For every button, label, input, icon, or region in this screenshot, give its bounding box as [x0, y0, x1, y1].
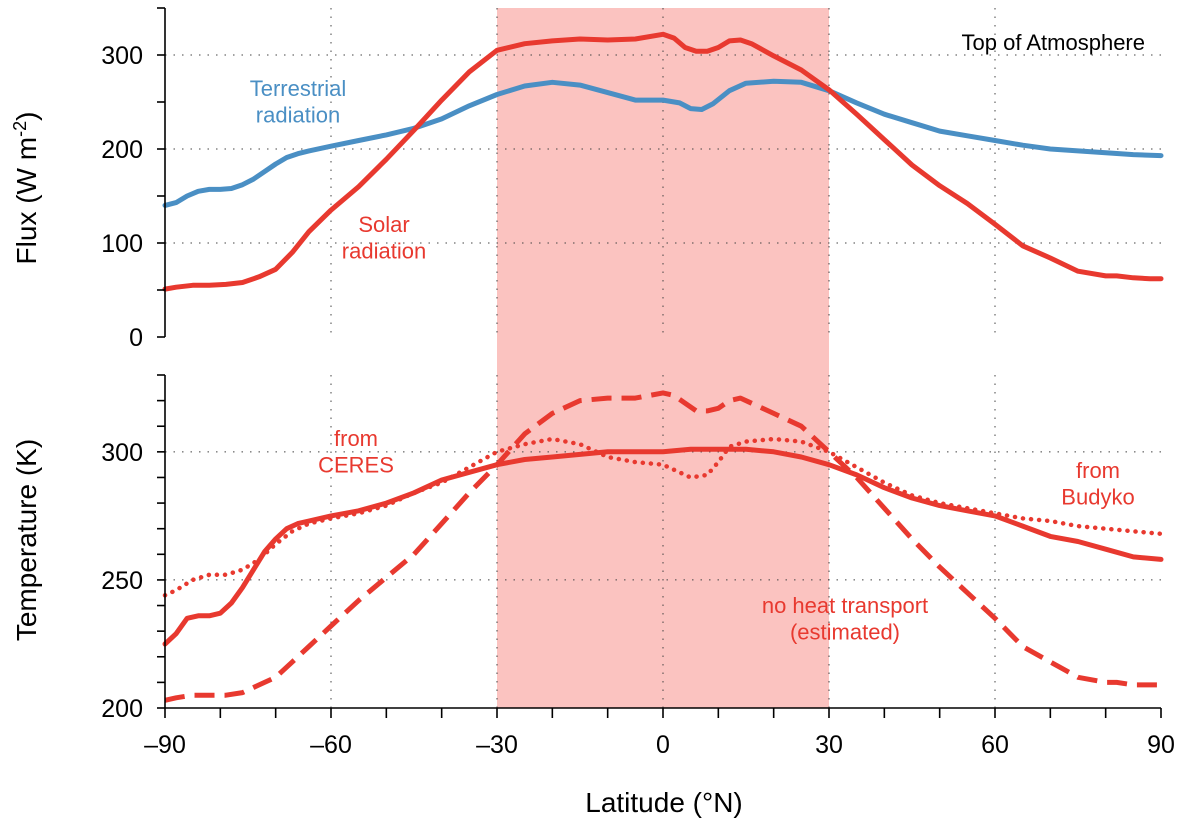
shaded-band-rect: [497, 8, 829, 708]
ceres-label-line: CERES: [318, 452, 394, 477]
x-tick-label: –90: [144, 731, 186, 759]
solar-label: Solar radiation: [342, 212, 426, 263]
x-tick-label: –60: [310, 731, 352, 759]
top-y-tick-label: 0: [129, 324, 143, 352]
ceres-line: [162, 446, 1164, 647]
x-axis-title: Latitude (°N): [585, 787, 743, 818]
x-tick-label: 60: [981, 731, 1009, 759]
top-y-tick-label: 200: [101, 136, 143, 164]
top-panel-annotation: Top of Atmosphere: [962, 30, 1145, 55]
bottom-y-tick-label: 250: [101, 567, 143, 595]
top-y-axis-title: Flux (W m-2): [10, 112, 42, 265]
top-y-tick-label: 300: [101, 42, 143, 70]
terrestrial-label-line: Terrestrial: [250, 76, 347, 101]
ceres-label-line: from: [334, 426, 378, 451]
solar-label-line: radiation: [342, 238, 426, 263]
bottom-y-tick-label: 200: [101, 695, 143, 723]
top-y-axis-title-main: Flux (W m: [11, 137, 42, 265]
x-tick-label: –30: [476, 731, 518, 759]
solar-line: [162, 31, 1164, 292]
terrestrial-label: Terrestrial radiation: [250, 76, 347, 127]
axes: [157, 7, 1162, 718]
bottom-y-axis-title: Temperature (K): [11, 439, 42, 641]
x-tick-label: 0: [656, 731, 670, 759]
series-layer: [162, 31, 1164, 703]
budyko-label-line: from: [1076, 458, 1120, 483]
x-tick-label: 30: [815, 731, 843, 759]
terrestrial-label-line: radiation: [256, 102, 340, 127]
noheat-label: no heat transport (estimated): [762, 593, 928, 644]
top-y-axis-title-sup: -2: [10, 121, 30, 137]
ceres-label: from CERES: [318, 426, 394, 477]
x-tick-label: 90: [1147, 731, 1175, 759]
budyko-line: [162, 436, 1164, 598]
top-y-axis-title-close: ): [11, 112, 42, 121]
solar-label-line: Solar: [358, 212, 409, 237]
noheat-label-line: no heat transport: [762, 593, 928, 618]
tick-labels: 0 100 200 300 200 250 300 –90 –60 –30 0 30 60 90: [101, 42, 1175, 759]
tropics-shaded-band: [497, 8, 829, 708]
top-y-tick-label: 100: [101, 230, 143, 258]
budyko-label: from Budyko: [1061, 458, 1134, 509]
terrestrial-line: [162, 78, 1164, 208]
budyko-label-line: Budyko: [1061, 484, 1134, 509]
noheat-line: [164, 390, 1161, 703]
bottom-y-tick-label: 300: [101, 439, 143, 467]
noheat-label-line: (estimated): [790, 619, 900, 644]
